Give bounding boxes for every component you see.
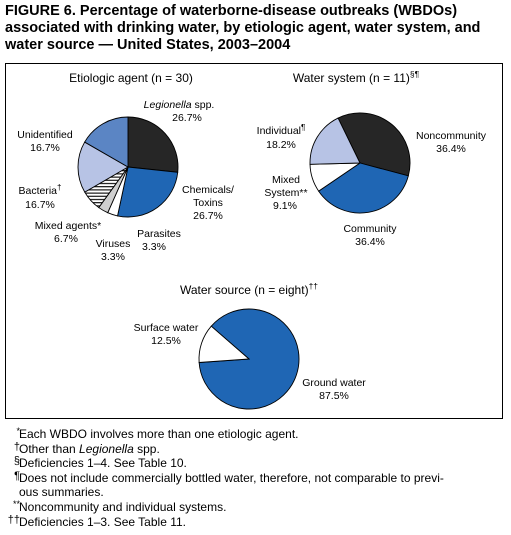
footnote-mark: † <box>13 440 20 453</box>
footnote-mark: ¶ <box>14 469 20 482</box>
slice-value-ground-water: 87.5% <box>319 390 349 402</box>
footnote-mark: ** <box>12 498 20 509</box>
slice-value-legionella: 26.7% <box>172 112 202 124</box>
pie-title-water-system: Water system (n = 11)§¶ <box>293 69 420 85</box>
pie-slice-chemicals-toxins <box>117 166 179 218</box>
pie-water-source: Water source (n = eight)†† Ground water … <box>134 281 366 410</box>
footnote-text-italic: Legionella <box>79 441 134 456</box>
pie-title-water-source: Water source (n = eight)†† <box>180 281 318 297</box>
pie-slice-surface-water <box>198 325 251 363</box>
footnote-text: spp. <box>133 441 160 456</box>
slice-value-community: 36.4% <box>355 236 385 248</box>
slice-label-mixed-system-line2: System** <box>264 187 307 199</box>
pie-slice-individual <box>309 117 361 165</box>
footnote-4-continued: ous summaries. <box>0 485 511 500</box>
footnote-text: Deficiencies 1–3. See Table 11. <box>19 514 186 529</box>
footnote-5: ** Noncommunity and individual systems. <box>0 498 511 515</box>
footnotes: * Each WBDO involves more than one etiolo… <box>0 426 511 530</box>
pie-slice-unidentified <box>84 116 129 168</box>
footnote-mark: § <box>13 455 20 468</box>
slice-label-chemicals-line1: Chemicals/ <box>182 184 234 196</box>
footnote-6: †† Deficiencies 1–3. See Table 11. <box>0 513 511 530</box>
footnote-mark: * <box>16 426 20 436</box>
slice-value-unidentified: 16.7% <box>30 142 60 154</box>
pie-slice-noncommunity <box>337 112 411 177</box>
pie-slice-community <box>318 162 409 214</box>
footnote-text: ous summaries. <box>19 485 104 500</box>
slice-value-noncommunity: 36.4% <box>436 143 466 155</box>
pie-water-system: Water system (n = 11)§¶ Noncommunity 36.… <box>257 69 487 248</box>
slice-label-parasites: Parasites <box>137 228 181 240</box>
slice-value-mixed-agents: 6.7% <box>54 233 78 245</box>
chart-frame <box>5 63 503 419</box>
slice-value-bacteria: 16.7% <box>25 199 55 211</box>
slice-label-noncommunity: Noncommunity <box>416 130 487 142</box>
pie-slice-bacteria <box>77 141 129 193</box>
pie-water-source-slices <box>198 308 300 410</box>
slice-value-chemicals: 26.7% <box>193 210 223 222</box>
slice-value-mixed-system: 9.1% <box>273 200 297 212</box>
slice-label-ground-water: Ground water <box>302 377 366 389</box>
figure-title: FIGURE 6. Percentage of waterborne-disea… <box>5 3 481 53</box>
footnote-text: Other than <box>19 441 80 456</box>
footnote-text: Each WBDO involves more than one etiolog… <box>19 427 299 441</box>
slice-label-individual: Individual¶ <box>257 123 306 137</box>
footnote-text: Noncommunity and individual systems. <box>19 499 227 514</box>
slice-label-community: Community <box>343 223 397 235</box>
slice-value-individual: 18.2% <box>266 139 296 151</box>
slice-label-chemicals-line2: Toxins <box>193 197 223 209</box>
footnote-1: * Each WBDO involves more than one etiolo… <box>0 426 511 442</box>
pie-etiologic-agent-slices <box>77 116 179 218</box>
slice-label-mixed-system-line1: Mixed <box>272 174 300 186</box>
pie-title-etiologic-agent: Etiologic agent (n = 30) <box>69 71 193 85</box>
footnote-text: Does not include commercially bottled wa… <box>19 470 444 485</box>
slice-label-unidentified: Unidentified <box>17 129 73 141</box>
slice-label-bacteria: Bacteria† <box>19 183 62 197</box>
pie-etiologic-agent: Etiologic agent (n = 30) Legionella spp.… <box>17 71 234 263</box>
slice-value-viruses: 3.3% <box>101 251 125 263</box>
pie-water-system-slices <box>309 112 411 214</box>
slice-value-parasites: 3.3% <box>142 241 166 253</box>
footnote-4: ¶ Does not include commercially bottled w… <box>0 469 511 486</box>
pie-slice-legionella-spp <box>127 116 179 173</box>
footnote-3: § Deficiencies 1–4. See Table 10. <box>0 455 511 471</box>
slice-label-mixed-agents: Mixed agents* <box>35 220 102 232</box>
footnote-2: † Other than Legionella spp. <box>0 440 511 457</box>
footnote-text: Deficiencies 1–4. See Table 10. <box>19 456 187 471</box>
footnote-mark: †† <box>7 513 20 526</box>
slice-value-surface-water: 12.5% <box>151 335 181 347</box>
slice-label-legionella: Legionella spp. <box>144 99 215 111</box>
slice-label-viruses: Viruses <box>96 238 131 250</box>
slice-label-surface-water: Surface water <box>134 322 199 334</box>
